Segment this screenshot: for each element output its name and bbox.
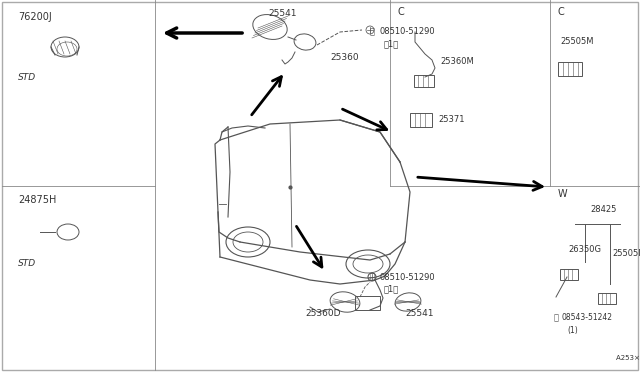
Ellipse shape xyxy=(233,232,263,252)
Text: 28425: 28425 xyxy=(590,205,616,215)
Text: STD: STD xyxy=(18,260,36,269)
Bar xyxy=(560,269,578,280)
Ellipse shape xyxy=(346,250,390,278)
Ellipse shape xyxy=(226,227,270,257)
Text: STD: STD xyxy=(18,73,36,81)
Ellipse shape xyxy=(353,255,383,273)
Text: （1）: （1） xyxy=(384,39,399,48)
Text: 08510-51290: 08510-51290 xyxy=(379,28,435,36)
Text: C: C xyxy=(558,7,564,17)
Text: 76200J: 76200J xyxy=(18,12,52,22)
Text: Ⓢ: Ⓢ xyxy=(554,314,559,323)
Bar xyxy=(410,113,432,127)
Text: （1）: （1） xyxy=(384,285,399,294)
Text: 26350G: 26350G xyxy=(568,246,601,254)
Text: Ⓢ: Ⓢ xyxy=(370,273,375,282)
Bar xyxy=(558,62,582,76)
Text: W: W xyxy=(558,189,568,199)
Text: 25360M: 25360M xyxy=(440,58,474,67)
Text: 08510-51290: 08510-51290 xyxy=(379,273,435,282)
Bar xyxy=(414,75,434,87)
Text: Ⓢ: Ⓢ xyxy=(370,28,375,36)
Text: 25541: 25541 xyxy=(405,310,433,318)
Bar xyxy=(355,296,380,310)
Text: C: C xyxy=(398,7,404,17)
Text: (1): (1) xyxy=(567,326,578,334)
Text: 25541: 25541 xyxy=(268,10,296,19)
Text: 08543-51242: 08543-51242 xyxy=(562,314,613,323)
Text: 25505N: 25505N xyxy=(612,250,640,259)
Text: A253×02 3: A253×02 3 xyxy=(616,355,640,361)
Text: 24875H: 24875H xyxy=(18,195,56,205)
Text: 25360: 25360 xyxy=(330,52,358,61)
Text: 25371: 25371 xyxy=(438,115,465,125)
Text: 25505M: 25505M xyxy=(560,38,593,46)
Bar xyxy=(598,293,616,304)
Text: 25360D: 25360D xyxy=(305,310,340,318)
